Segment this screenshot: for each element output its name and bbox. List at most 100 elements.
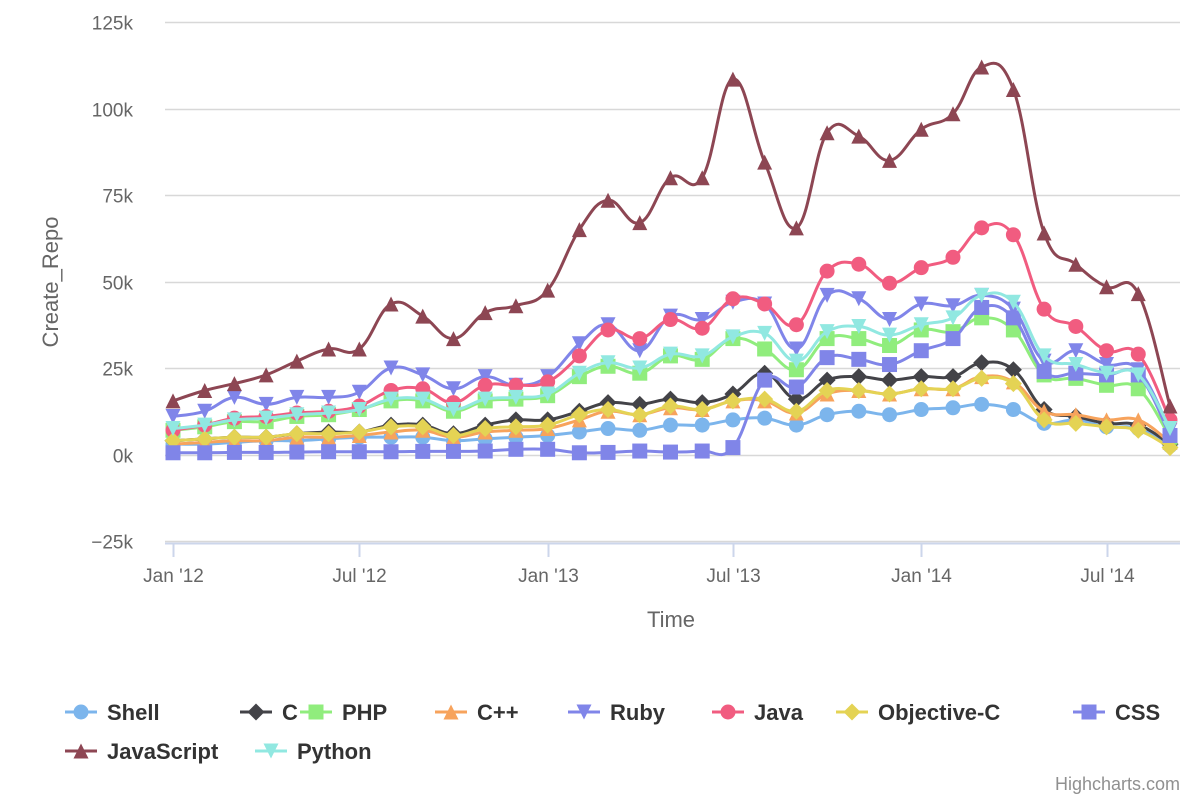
data-point-c bbox=[973, 354, 991, 372]
data-point-java bbox=[632, 331, 648, 347]
data-point-python bbox=[1005, 294, 1021, 310]
data-point-css bbox=[945, 331, 961, 347]
series-objective-c[interactable] bbox=[164, 369, 1179, 457]
credits-text[interactable]: Highcharts.com bbox=[1055, 774, 1180, 794]
data-point-css bbox=[851, 351, 867, 367]
data-point-shell bbox=[1005, 402, 1021, 418]
data-point-python bbox=[571, 365, 587, 381]
data-point-javascript bbox=[662, 170, 678, 186]
data-point-javascript bbox=[415, 308, 431, 324]
data-point-css bbox=[383, 444, 399, 460]
data-point-ruby bbox=[1068, 343, 1084, 359]
legend-item-java[interactable]: Java bbox=[712, 700, 804, 725]
legend-marker-css bbox=[1081, 704, 1097, 720]
data-point-objective-c bbox=[539, 416, 557, 434]
series-css[interactable] bbox=[165, 299, 1178, 461]
series-javascript[interactable] bbox=[165, 59, 1178, 414]
data-point-php bbox=[757, 341, 773, 357]
data-point-python bbox=[1099, 365, 1115, 381]
data-point-python bbox=[321, 405, 337, 421]
data-point-c bbox=[1004, 361, 1022, 379]
data-point-css bbox=[321, 444, 337, 460]
data-point-objective-c bbox=[724, 392, 742, 410]
legend-label-css[interactable]: CSS bbox=[1115, 700, 1160, 725]
data-point-c bbox=[787, 390, 805, 408]
data-point-java bbox=[757, 296, 773, 312]
data-point-java bbox=[913, 260, 929, 276]
x-tick-label: Jan '14 bbox=[891, 566, 952, 587]
legend-item-php[interactable]: PHP bbox=[300, 700, 387, 725]
data-point-java bbox=[851, 256, 867, 272]
data-point-javascript bbox=[1130, 286, 1146, 302]
legend-label-php[interactable]: PHP bbox=[342, 700, 387, 725]
legend-marker-shell bbox=[73, 704, 89, 720]
y-tick-label: 125k bbox=[92, 14, 134, 35]
data-point-objective-c bbox=[257, 428, 275, 446]
data-point-c bbox=[881, 371, 899, 389]
data-point-java bbox=[1068, 318, 1084, 334]
y-tick-label: −25k bbox=[91, 533, 133, 554]
data-point-css bbox=[662, 444, 678, 460]
data-point-objective-c bbox=[1098, 418, 1116, 436]
data-point-ruby bbox=[165, 408, 181, 424]
series-layer bbox=[164, 59, 1179, 461]
data-point-objective-c bbox=[631, 406, 649, 424]
data-point-shell bbox=[974, 396, 990, 412]
data-point-python bbox=[383, 391, 399, 407]
legend-item-c[interactable]: C bbox=[240, 700, 298, 725]
data-point-objective-c bbox=[1067, 414, 1085, 432]
legend-item-ruby[interactable]: Ruby bbox=[568, 700, 666, 725]
legend-label-python[interactable]: Python bbox=[297, 739, 372, 764]
data-point-objective-c bbox=[288, 425, 306, 443]
data-point-css bbox=[477, 443, 493, 459]
data-point-objective-c bbox=[599, 401, 617, 419]
data-point-css bbox=[882, 357, 898, 373]
y-tick-label: 0k bbox=[113, 447, 134, 468]
data-point-css bbox=[788, 379, 804, 395]
data-point-css bbox=[571, 445, 587, 461]
legend-label-ruby[interactable]: Ruby bbox=[610, 700, 666, 725]
legend-item-c-[interactable]: C++ bbox=[435, 700, 519, 725]
data-point-ruby bbox=[415, 367, 431, 383]
data-point-javascript bbox=[1068, 256, 1084, 272]
data-point-shell bbox=[662, 417, 678, 433]
data-point-javascript bbox=[383, 296, 399, 312]
series-python[interactable] bbox=[165, 287, 1178, 437]
data-point-objective-c bbox=[320, 425, 338, 443]
legend-label-c-[interactable]: C++ bbox=[477, 700, 519, 725]
data-point-python bbox=[351, 402, 367, 418]
legend-label-shell[interactable]: Shell bbox=[107, 700, 160, 725]
legend-item-css[interactable]: CSS bbox=[1073, 700, 1160, 725]
legend-marker-python bbox=[263, 743, 279, 759]
legend-item-shell[interactable]: Shell bbox=[65, 700, 160, 725]
legend-label-java[interactable]: Java bbox=[754, 700, 804, 725]
data-point-php bbox=[851, 331, 867, 347]
data-point-ruby bbox=[289, 389, 305, 405]
data-point-python bbox=[882, 327, 898, 343]
data-point-c bbox=[850, 368, 868, 386]
data-point-objective-c bbox=[881, 385, 899, 403]
legend-item-python[interactable]: Python bbox=[255, 739, 372, 764]
legend-label-objective-c[interactable]: Objective-C bbox=[878, 700, 1000, 725]
data-point-java bbox=[571, 348, 587, 364]
data-point-objective-c bbox=[912, 380, 930, 398]
data-point-javascript bbox=[289, 353, 305, 369]
data-point-python bbox=[600, 355, 616, 371]
data-point-java bbox=[540, 374, 556, 390]
legend-item-javascript[interactable]: JavaScript bbox=[65, 739, 219, 764]
data-point-javascript bbox=[226, 376, 242, 392]
data-point-java bbox=[662, 312, 678, 328]
data-point-css bbox=[540, 441, 556, 457]
data-point-php bbox=[882, 338, 898, 354]
data-point-java bbox=[1005, 227, 1021, 243]
legend-marker-javascript bbox=[73, 743, 89, 759]
data-point-javascript bbox=[1005, 81, 1021, 97]
data-point-python bbox=[1036, 348, 1052, 364]
data-point-python bbox=[415, 391, 431, 407]
data-point-shell bbox=[851, 403, 867, 419]
data-point-c bbox=[944, 368, 962, 386]
legend-item-objective-c[interactable]: Objective-C bbox=[836, 700, 1000, 725]
legend-label-javascript[interactable]: JavaScript bbox=[107, 739, 219, 764]
legend-label-c[interactable]: C bbox=[282, 700, 298, 725]
